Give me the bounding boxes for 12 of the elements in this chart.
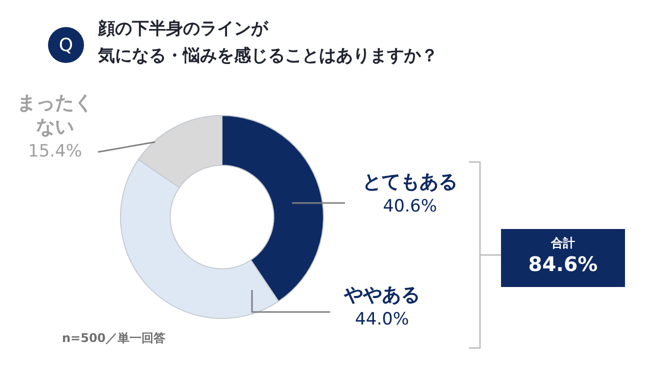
- chart-subtitle: 気になる・悩みを感じることはありますか？: [98, 45, 438, 68]
- chart-title: 顔の下半身のラインが: [98, 18, 270, 41]
- text: 合計: [550, 235, 576, 252]
- data-label: 15.4%: [28, 141, 82, 162]
- text: 84.6%: [527, 252, 599, 276]
- text: n=500／単一回答: [62, 330, 166, 347]
- slice-label: まったくない: [17, 92, 93, 138]
- data-label: 40.6%: [382, 196, 438, 216]
- q-badge-icon: Q: [48, 27, 84, 63]
- data-label: 44.0%: [354, 309, 410, 330]
- slice-label: とてもある: [362, 170, 458, 193]
- slice-label: ややある: [343, 284, 420, 306]
